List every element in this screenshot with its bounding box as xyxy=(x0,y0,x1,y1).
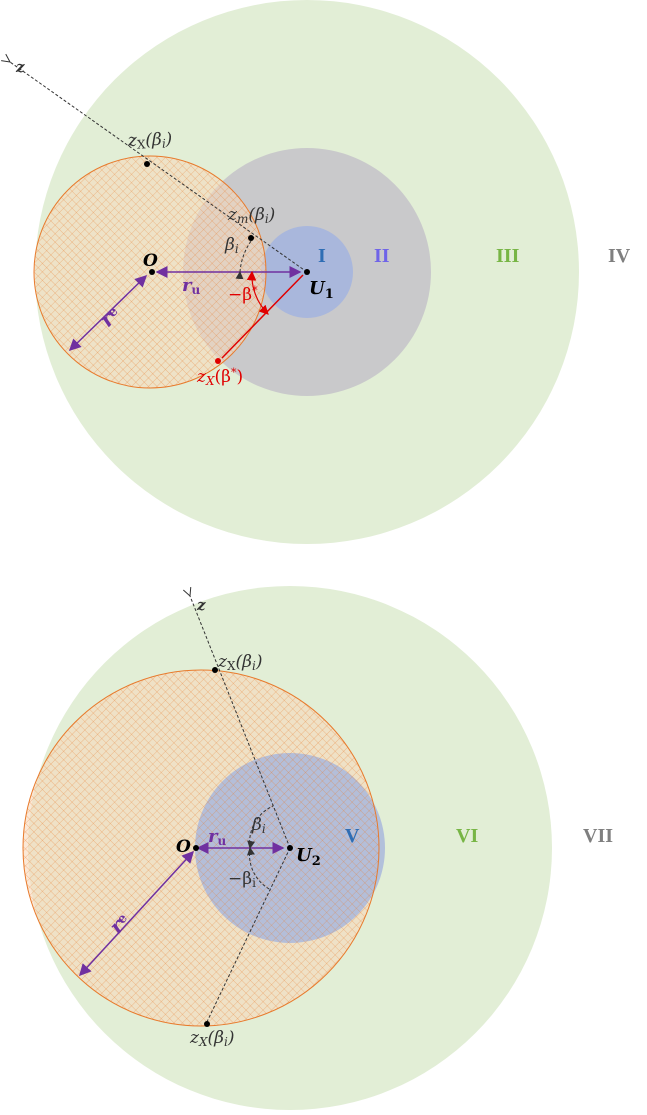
minus-beta-i-angle-arc xyxy=(247,840,272,891)
label-angle-minus-beta-i: −βi xyxy=(228,869,256,890)
region-label-vi: VI xyxy=(456,825,478,847)
z-axis-upper xyxy=(190,596,291,849)
point-zx-bottom xyxy=(204,1021,210,1027)
top-diagram: z O U1 ru re zX(βi) zm(βi) zX(β*) βi xyxy=(10,0,631,544)
region-label-v: V xyxy=(345,825,360,847)
re-arrow xyxy=(68,274,148,352)
bottom-diagram: z O U2 ru re zX(βi) zX(βi) βi −βi V VI V… xyxy=(22,586,613,1110)
label-o: O xyxy=(143,251,158,271)
region-label-vii: VII xyxy=(583,825,613,847)
point-o xyxy=(149,269,155,275)
label-ru: ru xyxy=(208,826,226,848)
label-angle-beta-i: βi xyxy=(224,235,239,256)
re-arrow xyxy=(78,850,195,977)
label-zx-bottom: zX(βi) xyxy=(189,1028,234,1049)
label-o: O xyxy=(176,837,191,857)
z-axis-label: z xyxy=(196,596,206,614)
label-ru: ru xyxy=(182,275,200,297)
z-axis-label: z xyxy=(15,58,25,76)
label-zx-beta-star: zX(β*) xyxy=(196,366,243,388)
region-label-iii: III xyxy=(496,245,520,267)
z-axis-line xyxy=(10,62,308,273)
z-axis-lower xyxy=(204,847,291,1027)
point-u1 xyxy=(304,269,310,275)
label-zx-top: zX(βi) xyxy=(217,652,262,673)
point-u2 xyxy=(287,845,293,851)
label-u1: U1 xyxy=(309,278,334,302)
label-zx-beta-i: zX(βi) xyxy=(126,129,172,152)
label-angle-beta-star: −β* xyxy=(228,284,258,305)
beta-star-line xyxy=(221,274,304,359)
label-angle-beta-i: βi xyxy=(251,815,266,836)
region-label-i: I xyxy=(318,245,326,267)
beta-star-angle-arc xyxy=(246,270,269,315)
point-zx-star xyxy=(215,358,221,364)
point-zx-top xyxy=(212,667,218,673)
point-zm xyxy=(248,235,254,241)
point-o xyxy=(193,845,199,851)
label-zm-beta-i: zm(βi) xyxy=(227,205,275,226)
point-zx xyxy=(144,161,150,167)
region-label-iv: IV xyxy=(608,245,631,267)
label-u2: U2 xyxy=(296,845,321,869)
region-label-ii: II xyxy=(374,245,390,267)
